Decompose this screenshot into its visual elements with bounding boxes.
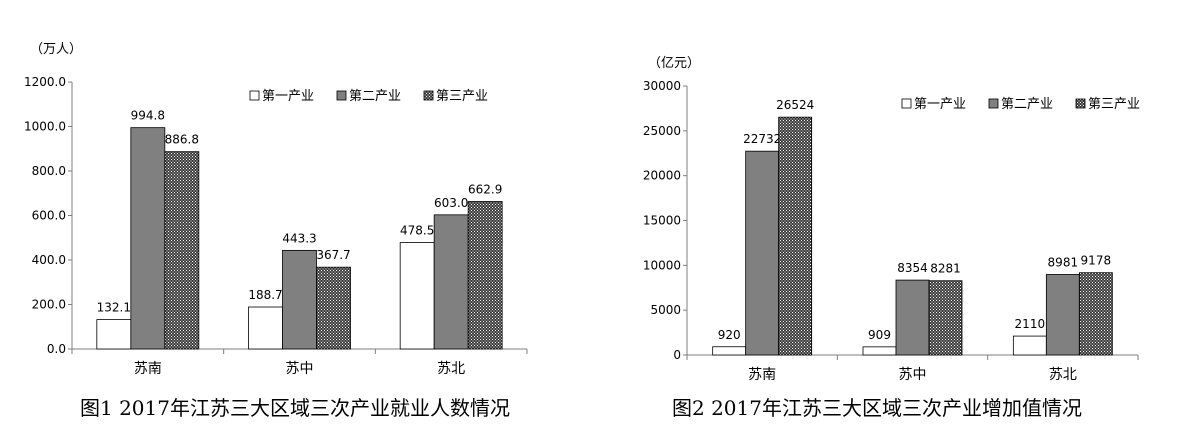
data-label: 886.8	[165, 133, 199, 147]
data-label: 9178	[1081, 254, 1112, 268]
legend-label: 第三产业	[1088, 97, 1140, 112]
data-label: 443.3	[282, 231, 316, 245]
x-category-label: 苏北	[437, 361, 465, 377]
y-tick-label: 25000	[643, 124, 681, 138]
data-label: 603.0	[434, 196, 468, 210]
chart2-plot: 0 5000 10000 15000 20000 25000 30000 苏南 苏中 苏北 920 9…	[643, 79, 1140, 383]
legend-label: 第一产业	[914, 97, 966, 112]
data-label: 920	[718, 328, 741, 342]
data-label: 22732	[743, 132, 781, 146]
y-tick-label: 400.0	[32, 253, 66, 267]
y-tick-label: 15000	[643, 214, 681, 228]
x-category-label: 苏中	[899, 367, 927, 383]
data-label: 909	[868, 328, 891, 342]
legend-label: 第一产业	[262, 89, 314, 104]
bar-2	[895, 279, 930, 356]
data-label: 367.7	[316, 248, 350, 262]
y-tick-label: 800.0	[32, 164, 66, 178]
y-tick-label: 1000.0	[24, 120, 66, 134]
chart1-caption: 图1 2017年江苏三大区域三次产业就业人数情况	[80, 396, 510, 420]
bar-2	[282, 249, 317, 350]
bar-1	[248, 306, 283, 350]
bar-1	[1012, 335, 1047, 356]
bar-3	[1078, 272, 1113, 356]
legend-swatch-2	[988, 98, 999, 109]
x-category-label: 苏北	[1049, 367, 1077, 383]
y-tick-label: 200.0	[32, 298, 66, 312]
y-tick-label: 600.0	[32, 209, 66, 223]
data-label: 662.9	[468, 183, 502, 197]
chart-employment: （万人） 0.0 200.0 400.0 600.0 800.0 1000.0 1200.0…	[24, 42, 528, 420]
y-tick-label: 20000	[643, 169, 681, 183]
bar-1	[96, 319, 132, 350]
x-category-label: 苏南	[134, 361, 162, 377]
legend-swatch-2	[336, 90, 347, 101]
y-tick-label: 1200.0	[24, 75, 66, 89]
legend-label: 第二产业	[349, 89, 401, 104]
bar-1	[399, 242, 435, 350]
data-label: 132.1	[97, 301, 131, 315]
y-tick-label: 0.0	[47, 342, 66, 356]
bar-2	[1045, 274, 1080, 356]
chart1-unit-label: （万人）	[30, 42, 83, 57]
bar-2	[433, 214, 469, 350]
legend-swatch-3	[1075, 98, 1086, 109]
bar-3	[928, 280, 963, 356]
data-label: 2110	[1015, 317, 1046, 331]
legend-label: 第二产业	[1001, 97, 1053, 112]
data-label: 478.5	[400, 224, 434, 238]
bar-3	[467, 201, 503, 350]
data-label: 994.8	[131, 109, 165, 123]
bar-2	[745, 150, 780, 356]
bar-2	[130, 127, 166, 350]
y-tick-label: 5000	[650, 303, 681, 317]
bar-3	[316, 266, 351, 350]
bar-1	[712, 346, 747, 356]
y-tick-label: 0	[673, 348, 681, 362]
data-label: 8354	[897, 261, 928, 275]
chart-value-added: （亿元） 0 5000 10000 15000 20000 25000 30000 苏南 苏中 苏…	[600, 0, 1198, 445]
x-category-label: 苏南	[748, 367, 776, 383]
data-label: 8981	[1048, 255, 1079, 269]
x-category-label: 苏中	[286, 361, 314, 377]
bar-1	[862, 346, 897, 356]
y-tick-label: 30000	[643, 79, 681, 93]
y-tick-label: 10000	[643, 258, 681, 272]
legend-swatch-1	[901, 98, 912, 109]
data-label: 8281	[930, 262, 961, 276]
chart1-plot: 0.0 200.0 400.0 600.0 800.0 1000.0 1200.0 苏南 苏中 苏…	[24, 75, 528, 377]
chart2-caption: 图2 2017年江苏三大区域三次产业增加值情况	[672, 396, 1082, 420]
bar-3	[778, 116, 813, 356]
data-label: 188.7	[248, 288, 282, 302]
legend-label: 第三产业	[436, 89, 488, 104]
bar-3	[164, 151, 200, 350]
legend-swatch-3	[423, 90, 434, 101]
legend-swatch-1	[249, 90, 260, 101]
chart2-unit-label: （亿元）	[648, 56, 701, 71]
data-label: 26524	[776, 98, 814, 112]
